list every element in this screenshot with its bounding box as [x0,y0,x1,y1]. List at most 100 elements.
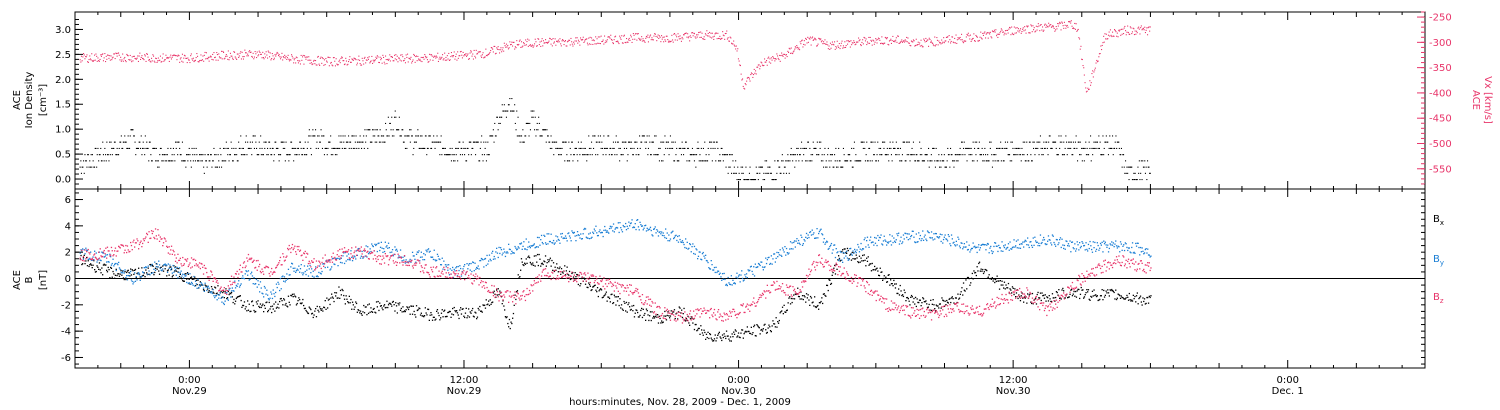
top-series-1-point [867,42,869,44]
bottom-series-bx-point [923,301,925,303]
top-series-0-point [91,166,93,168]
top-series-0-point [309,135,311,137]
bottom-series-bx-point [1036,293,1038,296]
top-series-0-point [1056,154,1058,156]
top-series-1-point [578,41,580,43]
bottom-series-by-point [363,256,365,258]
top-series-1-point [1129,33,1131,35]
bottom-series-bx-point [864,259,866,261]
top-series-0-point [759,172,761,174]
top-series-0-point [932,147,934,149]
top-series-1-point [1064,24,1066,26]
bottom-series-bx-point [402,306,404,308]
top-series-0-point [748,172,750,174]
top-series-0-point [638,154,640,156]
top-series-1-point [661,35,663,37]
top-series-1-point [928,37,930,39]
top-series-1-point [1112,31,1114,33]
top-series-1-point [650,34,652,36]
bottom-series-bx-point [976,266,978,268]
bottom-series-bx-point [780,311,782,313]
bottom-series-bx-point [444,309,446,311]
top-series-1-point [774,60,776,62]
top-series-1-point [118,54,120,56]
bottom-series-bx-point [986,277,989,279]
top-series-0-point [898,154,900,156]
top-series-0-point [260,135,262,137]
bottom-series-bx-point [621,308,624,310]
top-series-0-point [687,147,689,149]
bottom-series-bx-point [1055,296,1057,299]
top-series-1-point [193,61,195,63]
top-series-0-point [585,154,587,156]
top-series-0-point [952,160,954,162]
top-series-1-point [1029,32,1031,34]
top-series-0-point [739,179,741,181]
top-series-0-point [1116,141,1118,143]
top-series-0-point [547,135,549,137]
bottom-series-bx-point [1001,280,1003,282]
top-series-0-point [744,179,746,181]
bottom-series-bx-point [391,301,394,303]
top-series-0-point [384,141,386,143]
top-series-0-point [355,135,357,137]
bottom-series-bx-point [488,300,490,302]
bottom-series-bx-point [717,334,719,336]
top-series-0-point [630,141,632,143]
bottom-series-bx-point [572,276,575,278]
bottom-series-bx-point [257,300,259,302]
bottom-series-bx-point [322,310,324,312]
top-series-1-point [418,59,420,61]
top-series-1-point [876,42,878,44]
top-series-1-point [232,57,234,59]
top-series-1-point [80,61,82,63]
top-series-0-point [122,141,124,143]
top-series-1-point [571,43,573,45]
bottom-series-bx-point [187,273,189,275]
bottom-series-bx-point [158,270,160,272]
top-series-0-point [1116,147,1118,149]
top-series-1-point [490,50,492,52]
bottom-series-bx-point [385,306,387,309]
top-series-0-point [140,135,142,137]
bottom-series-bx-point [386,300,388,302]
bottom-series-by-point [341,262,343,264]
top-series-1-point [344,63,346,65]
bottom-series-bx-point [398,304,400,306]
top-series-0-point [412,154,414,156]
bottom-series-bx-point [1019,300,1022,302]
top-series-1-point [1115,31,1117,33]
top-series-1-point [685,32,687,34]
top-series-0-point [926,154,928,156]
top-series-1-point [372,62,374,64]
top-series-1-point [327,56,329,58]
top-series-0-point [120,135,122,137]
top-series-0-point [647,147,649,149]
bottom-series-bx-point [1091,290,1094,292]
bottom-series-bx-point [595,289,597,291]
top-series-1-point [1027,25,1029,27]
bottom-series-bx-point [714,334,716,336]
bottom-series-bx-point [270,305,272,308]
top-series-1-point [433,55,435,57]
bottom-series-bx-point [557,271,559,273]
top-series-0-point [689,160,691,162]
bottom-series-bx-point [389,302,391,305]
top-series-1-point [1017,30,1019,32]
top-series-1-point [428,61,430,63]
top-series-0-point [529,122,531,124]
top-series-0-point [281,141,283,143]
bottom-series-bx-point [1063,290,1065,292]
bottom-series-bx-point [253,309,255,312]
top-series-0-point [433,141,435,143]
bottom-series-bx-point [302,298,304,301]
top-series-0-point [551,141,553,143]
top-series-0-point [635,154,637,156]
top-series-0-point [784,166,786,168]
bottom-series-bx-point [197,279,199,281]
bottom-series-bx-point [513,304,515,306]
top-series-1-point [857,41,859,43]
top-series-0-point [518,135,520,137]
bottom-series-bx-point [624,302,626,304]
top-series-0-point [712,147,714,149]
